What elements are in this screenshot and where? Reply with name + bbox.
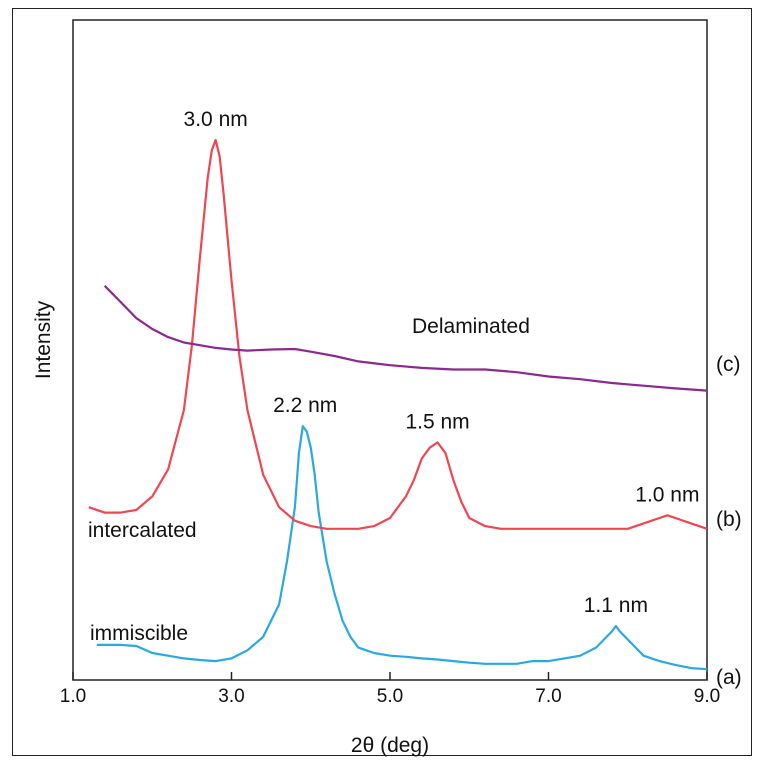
series-name-c: (c) <box>716 353 741 376</box>
x-axis-label: 2θ (deg) <box>351 734 429 757</box>
x-tick-label: 7.0 <box>535 686 561 707</box>
plot-area-border <box>72 19 708 681</box>
curve-label-delaminated: Delaminated <box>412 315 530 338</box>
peak-annotation: 1.1 nm <box>584 594 648 617</box>
peak-annotation: 2.2 nm <box>273 394 337 417</box>
series-line-b <box>88 138 708 530</box>
y-axis-label: Intensity <box>32 300 55 379</box>
series-name-b: (b) <box>716 508 742 531</box>
series-line-c <box>103 285 708 392</box>
figure-frame <box>12 8 752 756</box>
peak-annotation: 1.5 nm <box>405 410 469 433</box>
x-tick-label: 5.0 <box>377 686 403 707</box>
curve-label-immiscible: immiscible <box>90 622 188 645</box>
x-axis-ticks: 1.0 3.0 5.0 7.0 9.0 <box>60 672 720 707</box>
x-tick-label: 3.0 <box>218 686 244 707</box>
x-tick-label: 9.0 <box>694 686 720 707</box>
peak-annotation: 3.0 nm <box>184 108 248 131</box>
annotation-layer: 3.0 nm 2.2 nm 1.5 nm 1.0 nm 1.1 nm <box>184 108 700 617</box>
series-line-a <box>96 425 708 671</box>
x-tick-label: 1.0 <box>60 686 86 707</box>
curve-label-intercalated: intercalated <box>88 519 197 542</box>
peak-annotation: 1.0 nm <box>635 483 699 506</box>
series-layer <box>88 138 708 671</box>
series-name-a: (a) <box>716 666 742 689</box>
